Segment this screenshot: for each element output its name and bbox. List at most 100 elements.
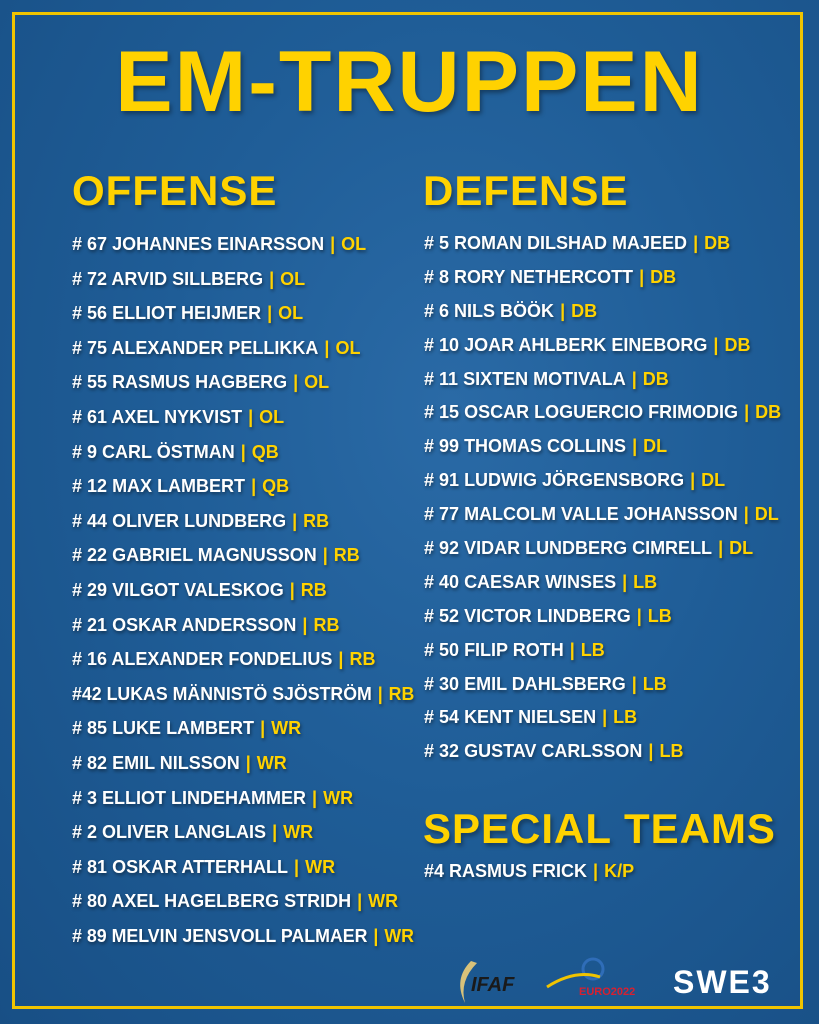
separator: | bbox=[245, 752, 251, 773]
player-position: WR bbox=[368, 891, 399, 912]
player-row: # 16 ALEXANDER FONDELIUS | RB bbox=[72, 642, 419, 677]
player-position: RB bbox=[388, 683, 415, 704]
separator: | bbox=[622, 571, 628, 592]
player-number: # 81 bbox=[72, 856, 108, 877]
player-row: # 54 KENT NIELSEN | LB bbox=[424, 701, 781, 735]
player-number: # 11 bbox=[424, 368, 459, 389]
player-number: # 30 bbox=[424, 673, 460, 694]
player-name: LUDWIG JÖRGENSBORG bbox=[464, 470, 685, 491]
player-name: AXEL HAGELBERG STRIDH bbox=[111, 891, 352, 912]
page-title: EM-TRUPPEN bbox=[115, 34, 704, 130]
player-position: DB bbox=[571, 300, 598, 321]
offense-roster: # 67 JOHANNES EINARSSON | OL # 72 ARVID SIL… bbox=[72, 227, 419, 953]
separator: | bbox=[272, 822, 278, 843]
player-position: LB bbox=[580, 639, 605, 660]
player-name: ALEXANDER FONDELIUS bbox=[111, 649, 333, 670]
player-name: JOHANNES EINARSSON bbox=[112, 234, 325, 254]
player-name: LUKAS MÄNNISTÖ SJÖSTRÖM bbox=[106, 683, 372, 704]
separator: | bbox=[240, 441, 246, 462]
player-position: RB bbox=[349, 649, 376, 670]
player-row: # 89 MELVIN JENSVOLL PALMAER | WR bbox=[72, 919, 415, 954]
player-name: ELLIOT HEIJMER bbox=[112, 303, 262, 324]
player-position: LB bbox=[659, 741, 684, 762]
player-number: # 21 bbox=[72, 614, 108, 635]
player-position: DB bbox=[704, 233, 731, 253]
player-name: RASMUS FRICK bbox=[449, 861, 588, 881]
player-row: #42 LUKAS MÄNNISTÖ SJÖSTRÖM | RB bbox=[72, 677, 414, 712]
player-position: WR bbox=[256, 752, 287, 773]
player-number: # 75 bbox=[72, 337, 108, 358]
player-name: OSKAR ATTERHALL bbox=[112, 856, 289, 877]
player-name: RORY NETHERCOTT bbox=[454, 266, 634, 287]
player-row: # 15 OSCAR LOGUERCIO FRIMODIG | DB bbox=[424, 396, 781, 430]
player-number: # 99 bbox=[424, 436, 460, 457]
player-name: THOMAS COLLINS bbox=[464, 436, 627, 457]
player-name: MELVIN JENSVOLL PALMAER bbox=[111, 925, 368, 946]
separator: | bbox=[636, 605, 642, 626]
player-name: VICTOR LINDBERG bbox=[464, 605, 631, 626]
player-row: # 2 OLIVER LANGLAIS | WR bbox=[72, 815, 419, 850]
player-number: # 32 bbox=[424, 741, 460, 762]
player-position: OL bbox=[304, 372, 330, 393]
player-row: # 22 GABRIEL MAGNUSSON | RB bbox=[72, 538, 419, 573]
player-row: # 85 LUKE LAMBERT | WR bbox=[72, 711, 419, 746]
player-row: # 6 NILS BÖÖK | DB bbox=[424, 295, 781, 329]
separator: | bbox=[322, 545, 328, 566]
player-row: # 44 OLIVER LUNDBERG | RB bbox=[72, 504, 419, 539]
player-name: NILS BÖÖK bbox=[454, 300, 555, 321]
player-position: LB bbox=[613, 707, 638, 728]
player-number: # 92 bbox=[424, 538, 460, 559]
player-row: # 3 ELLIOT LINDEHAMMER | WR bbox=[72, 781, 419, 816]
defense-roster: # 5 ROMAN DILSHAD MAJEED | DB # 8 RORY NETH… bbox=[424, 227, 781, 769]
player-number: # 54 bbox=[424, 707, 460, 728]
player-position: DB bbox=[755, 402, 782, 423]
player-number: # 77 bbox=[424, 504, 460, 525]
player-row: # 99 THOMAS COLLINS | DL bbox=[424, 430, 781, 464]
player-position: LB bbox=[642, 673, 667, 694]
euro-2022-logo: EURO2022 bbox=[545, 955, 640, 1005]
player-name: OSCAR LOGUERCIO FRIMODIG bbox=[464, 402, 739, 423]
sponsor-logos: IFAF EURO2022 SWE3 bbox=[445, 955, 805, 1005]
player-number: # 2 bbox=[72, 822, 98, 843]
player-row: # 82 EMIL NILSSON | WR bbox=[72, 746, 419, 781]
player-name: MAX LAMBERT bbox=[112, 476, 246, 497]
player-name: VILGOT VALESKOG bbox=[112, 579, 284, 600]
player-row: # 80 AXEL HAGELBERG STRIDH | WR bbox=[72, 884, 419, 919]
player-number: # 67 bbox=[72, 234, 108, 254]
separator: | bbox=[312, 787, 318, 808]
separator: | bbox=[743, 504, 749, 525]
player-name: GABRIEL MAGNUSSON bbox=[112, 545, 317, 566]
svg-text:EURO2022: EURO2022 bbox=[579, 986, 635, 998]
player-position: DB bbox=[650, 266, 677, 287]
player-row: # 30 EMIL DAHLSBERG | LB bbox=[424, 668, 781, 702]
player-row: # 55 RASMUS HAGBERG | OL bbox=[72, 365, 419, 400]
player-position: DL bbox=[754, 504, 779, 525]
player-position: WR bbox=[283, 822, 314, 843]
player-name: OSKAR ANDERSSON bbox=[112, 614, 297, 635]
separator: | bbox=[289, 579, 295, 600]
player-position: DL bbox=[643, 436, 668, 457]
player-number: # 16 bbox=[72, 649, 108, 670]
svg-text:SWE3: SWE3 bbox=[673, 964, 772, 1000]
player-row: # 5 ROMAN DILSHAD MAJEED | DB bbox=[424, 227, 781, 261]
player-number: # 91 bbox=[424, 470, 460, 491]
player-row: # 11 SIXTEN MOTIVALA | DB bbox=[424, 363, 781, 397]
player-row: # 81 OSKAR ATTERHALL | WR bbox=[72, 850, 419, 885]
separator: | bbox=[324, 337, 330, 358]
player-row: # 9 CARL ÖSTMAN | QB bbox=[72, 435, 419, 470]
player-name: ROMAN DILSHAD MAJEED bbox=[454, 233, 688, 253]
player-position: K/P bbox=[604, 861, 635, 881]
player-number: # 3 bbox=[72, 787, 98, 808]
player-name: JOAR AHLBERK EINEBORG bbox=[464, 334, 708, 355]
separator: | bbox=[718, 538, 724, 559]
player-position: OL bbox=[278, 303, 304, 324]
separator: | bbox=[648, 741, 654, 762]
player-number: # 5 bbox=[424, 233, 450, 253]
player-position: RB bbox=[303, 510, 330, 531]
player-name: CARL ÖSTMAN bbox=[102, 441, 235, 462]
player-position: QB bbox=[262, 476, 290, 497]
player-row: # 50 FILIP ROTH | LB bbox=[424, 634, 781, 668]
player-row: # 52 VICTOR LINDBERG | LB bbox=[424, 600, 781, 634]
player-name: OLIVER LANGLAIS bbox=[102, 822, 267, 843]
separator: | bbox=[293, 372, 299, 393]
